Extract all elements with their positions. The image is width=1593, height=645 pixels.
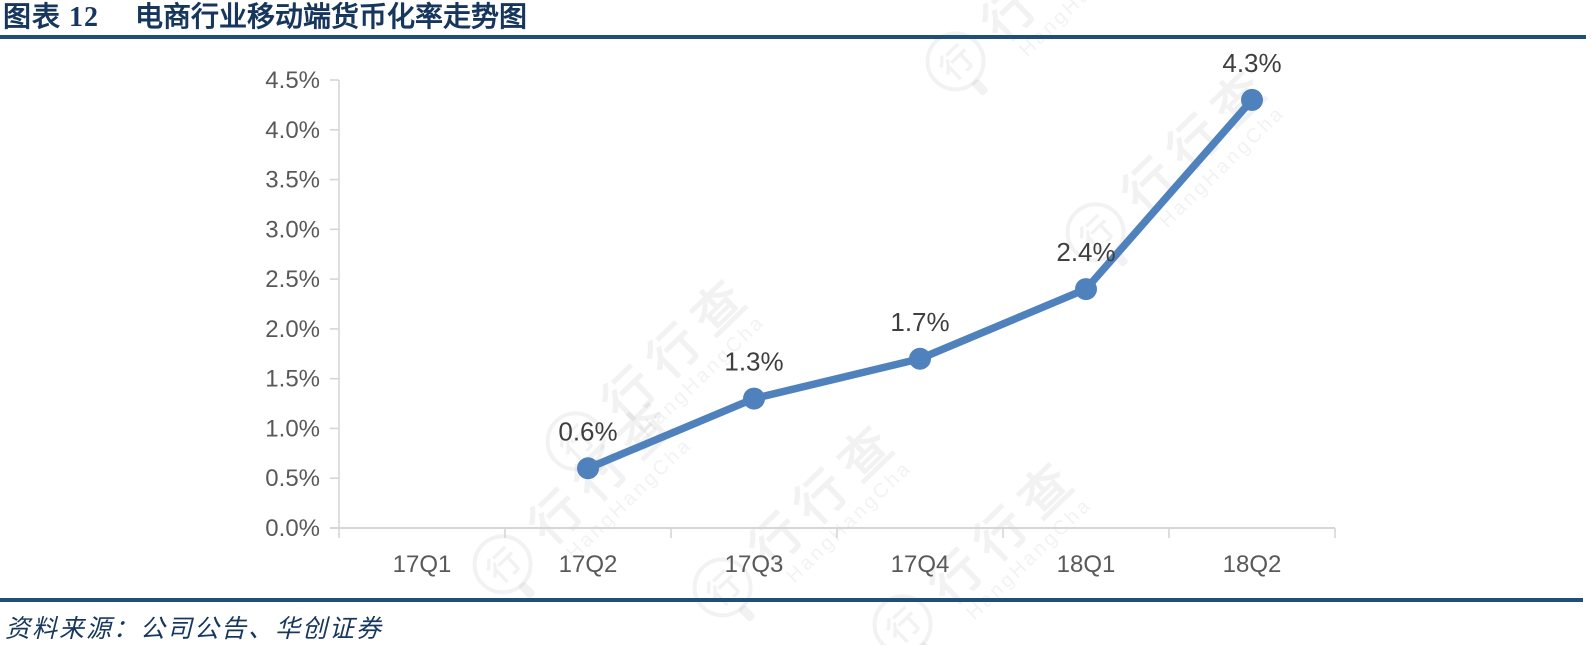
y-axis-label: 0.0%: [265, 515, 320, 542]
data-point: [909, 347, 931, 370]
x-axis-label: 17Q2: [559, 551, 618, 578]
y-axis-label: 4.5%: [265, 67, 320, 94]
x-axis-label: 18Q1: [1057, 551, 1116, 578]
figure-title: 电商行业移动端货币化率走势图: [135, 2, 528, 33]
data-label: 1.7%: [890, 307, 949, 337]
data-label: 4.3%: [1222, 48, 1281, 78]
y-axis-label: 0.5%: [265, 465, 320, 492]
y-axis-label: 3.5%: [265, 167, 320, 194]
source-rule: [0, 598, 1583, 602]
data-label: 1.3%: [724, 347, 783, 377]
data-point: [1241, 88, 1263, 111]
y-axis-label: 4.0%: [265, 117, 320, 144]
title-rule: [0, 35, 1586, 39]
source-note: 资料来源：公司公告、华创证券: [5, 616, 384, 643]
x-axis-label: 17Q4: [891, 551, 950, 578]
x-axis-label: 17Q1: [393, 551, 452, 578]
data-label: 0.6%: [558, 416, 617, 446]
figure-header: 图表 12 电商行业移动端货币化率走势图: [3, 2, 527, 34]
data-point: [1075, 278, 1097, 301]
x-axis-label: 18Q2: [1223, 551, 1282, 578]
y-axis-label: 3.0%: [265, 216, 320, 243]
y-axis-label: 2.0%: [265, 316, 320, 343]
trend-line: [584, 96, 1256, 473]
y-axis-label: 2.5%: [265, 266, 320, 293]
x-axis-label: 17Q3: [725, 551, 784, 578]
data-point: [577, 457, 599, 480]
y-axis-label: 1.0%: [265, 415, 320, 442]
data-point: [743, 387, 765, 410]
data-label: 2.4%: [1056, 237, 1115, 267]
y-axis-label: 1.5%: [265, 366, 320, 393]
figure-label: 图表 12: [3, 2, 100, 33]
